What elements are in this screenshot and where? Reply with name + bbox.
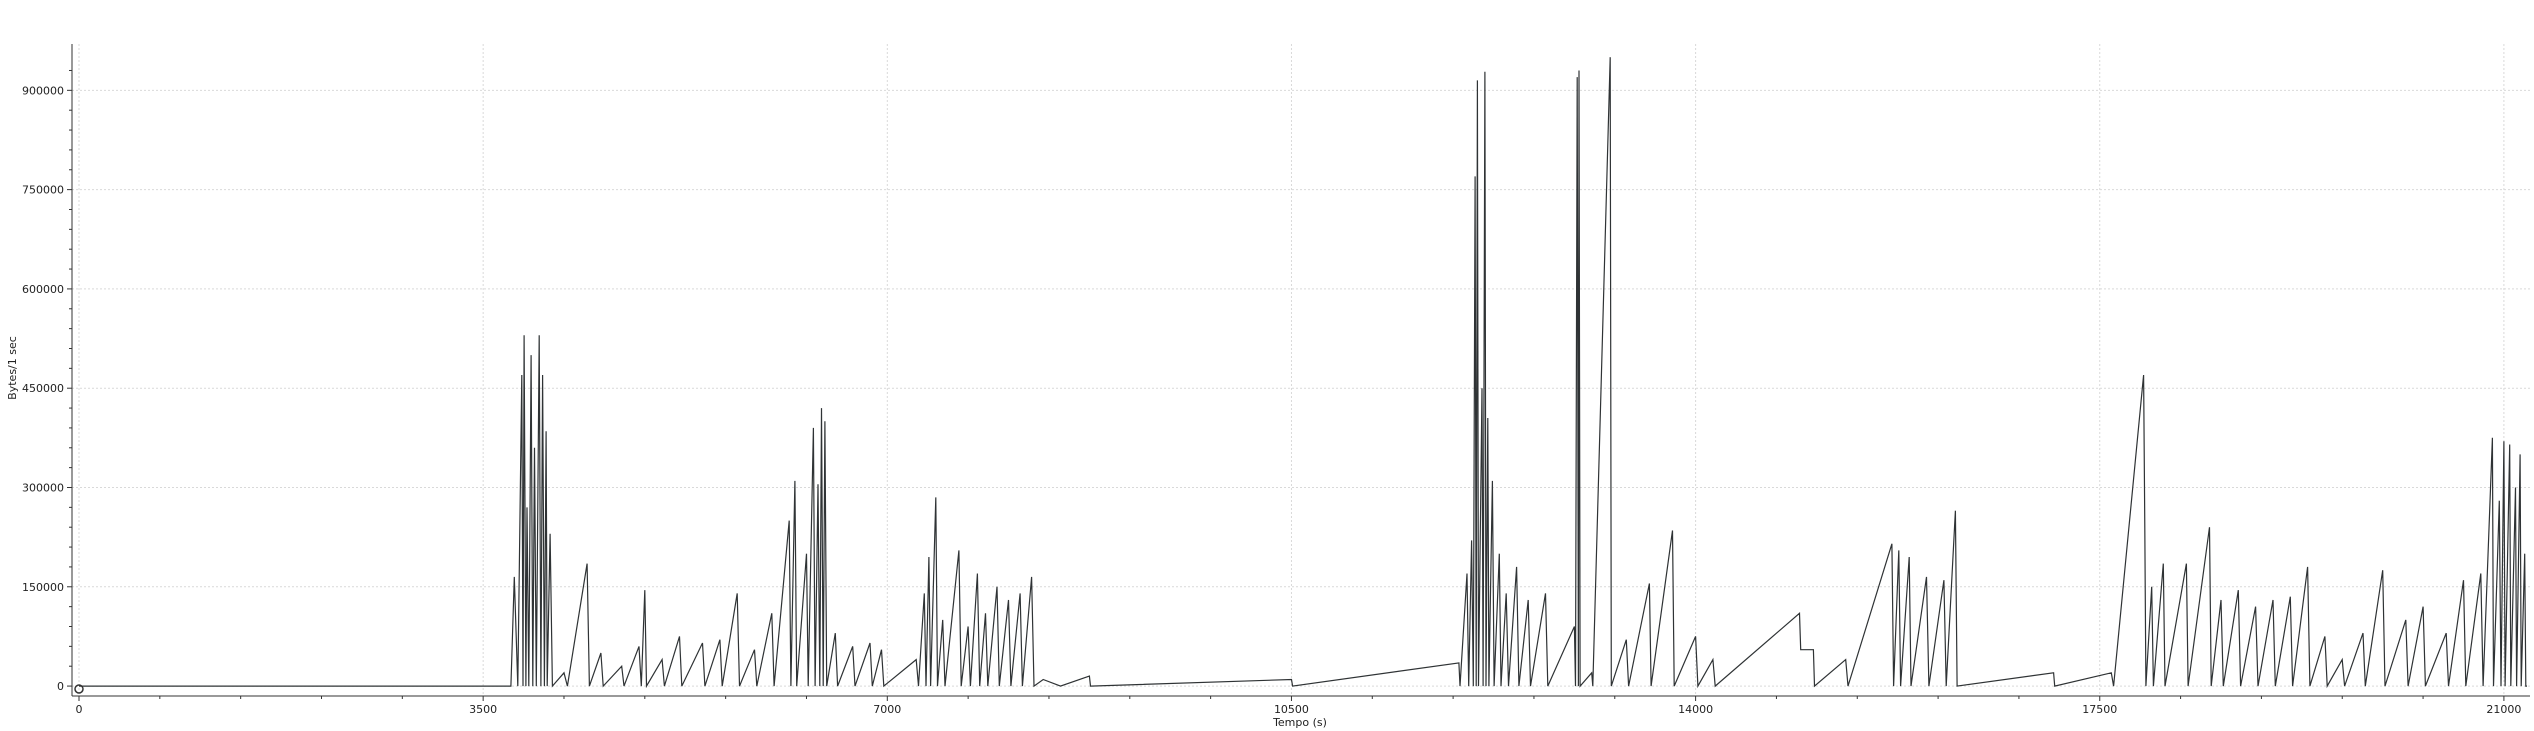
origin-marker: [74, 684, 84, 694]
data-series: [79, 57, 2527, 689]
series-line: [79, 57, 2527, 689]
tick-labels: 0 3500 7000 10500 14000 17500 21000 0 150000 3000…: [22, 84, 2521, 716]
y-tick-label: 750000: [22, 184, 64, 197]
x-tick-label: 3500: [469, 703, 497, 716]
x-axis-label: Tempo (s): [1272, 716, 1327, 729]
y-tick-label: 600000: [22, 283, 64, 296]
axes: [67, 44, 2530, 701]
x-tick-label: 7000: [873, 703, 901, 716]
y-tick-label: 150000: [22, 581, 64, 594]
gridlines: [72, 44, 2530, 696]
y-tick-label: 300000: [22, 481, 64, 494]
x-tick-label: 0: [76, 703, 83, 716]
y-tick-label: 900000: [22, 84, 64, 97]
y-tick-label: 450000: [22, 382, 64, 395]
x-tick-label: 10500: [1274, 703, 1309, 716]
y-tick-label: 0: [57, 680, 64, 693]
x-tick-label: 17500: [2082, 703, 2117, 716]
x-tick-label: 21000: [2486, 703, 2521, 716]
y-axis-label: Bytes/1 sec: [6, 336, 19, 400]
x-tick-label: 14000: [1678, 703, 1713, 716]
